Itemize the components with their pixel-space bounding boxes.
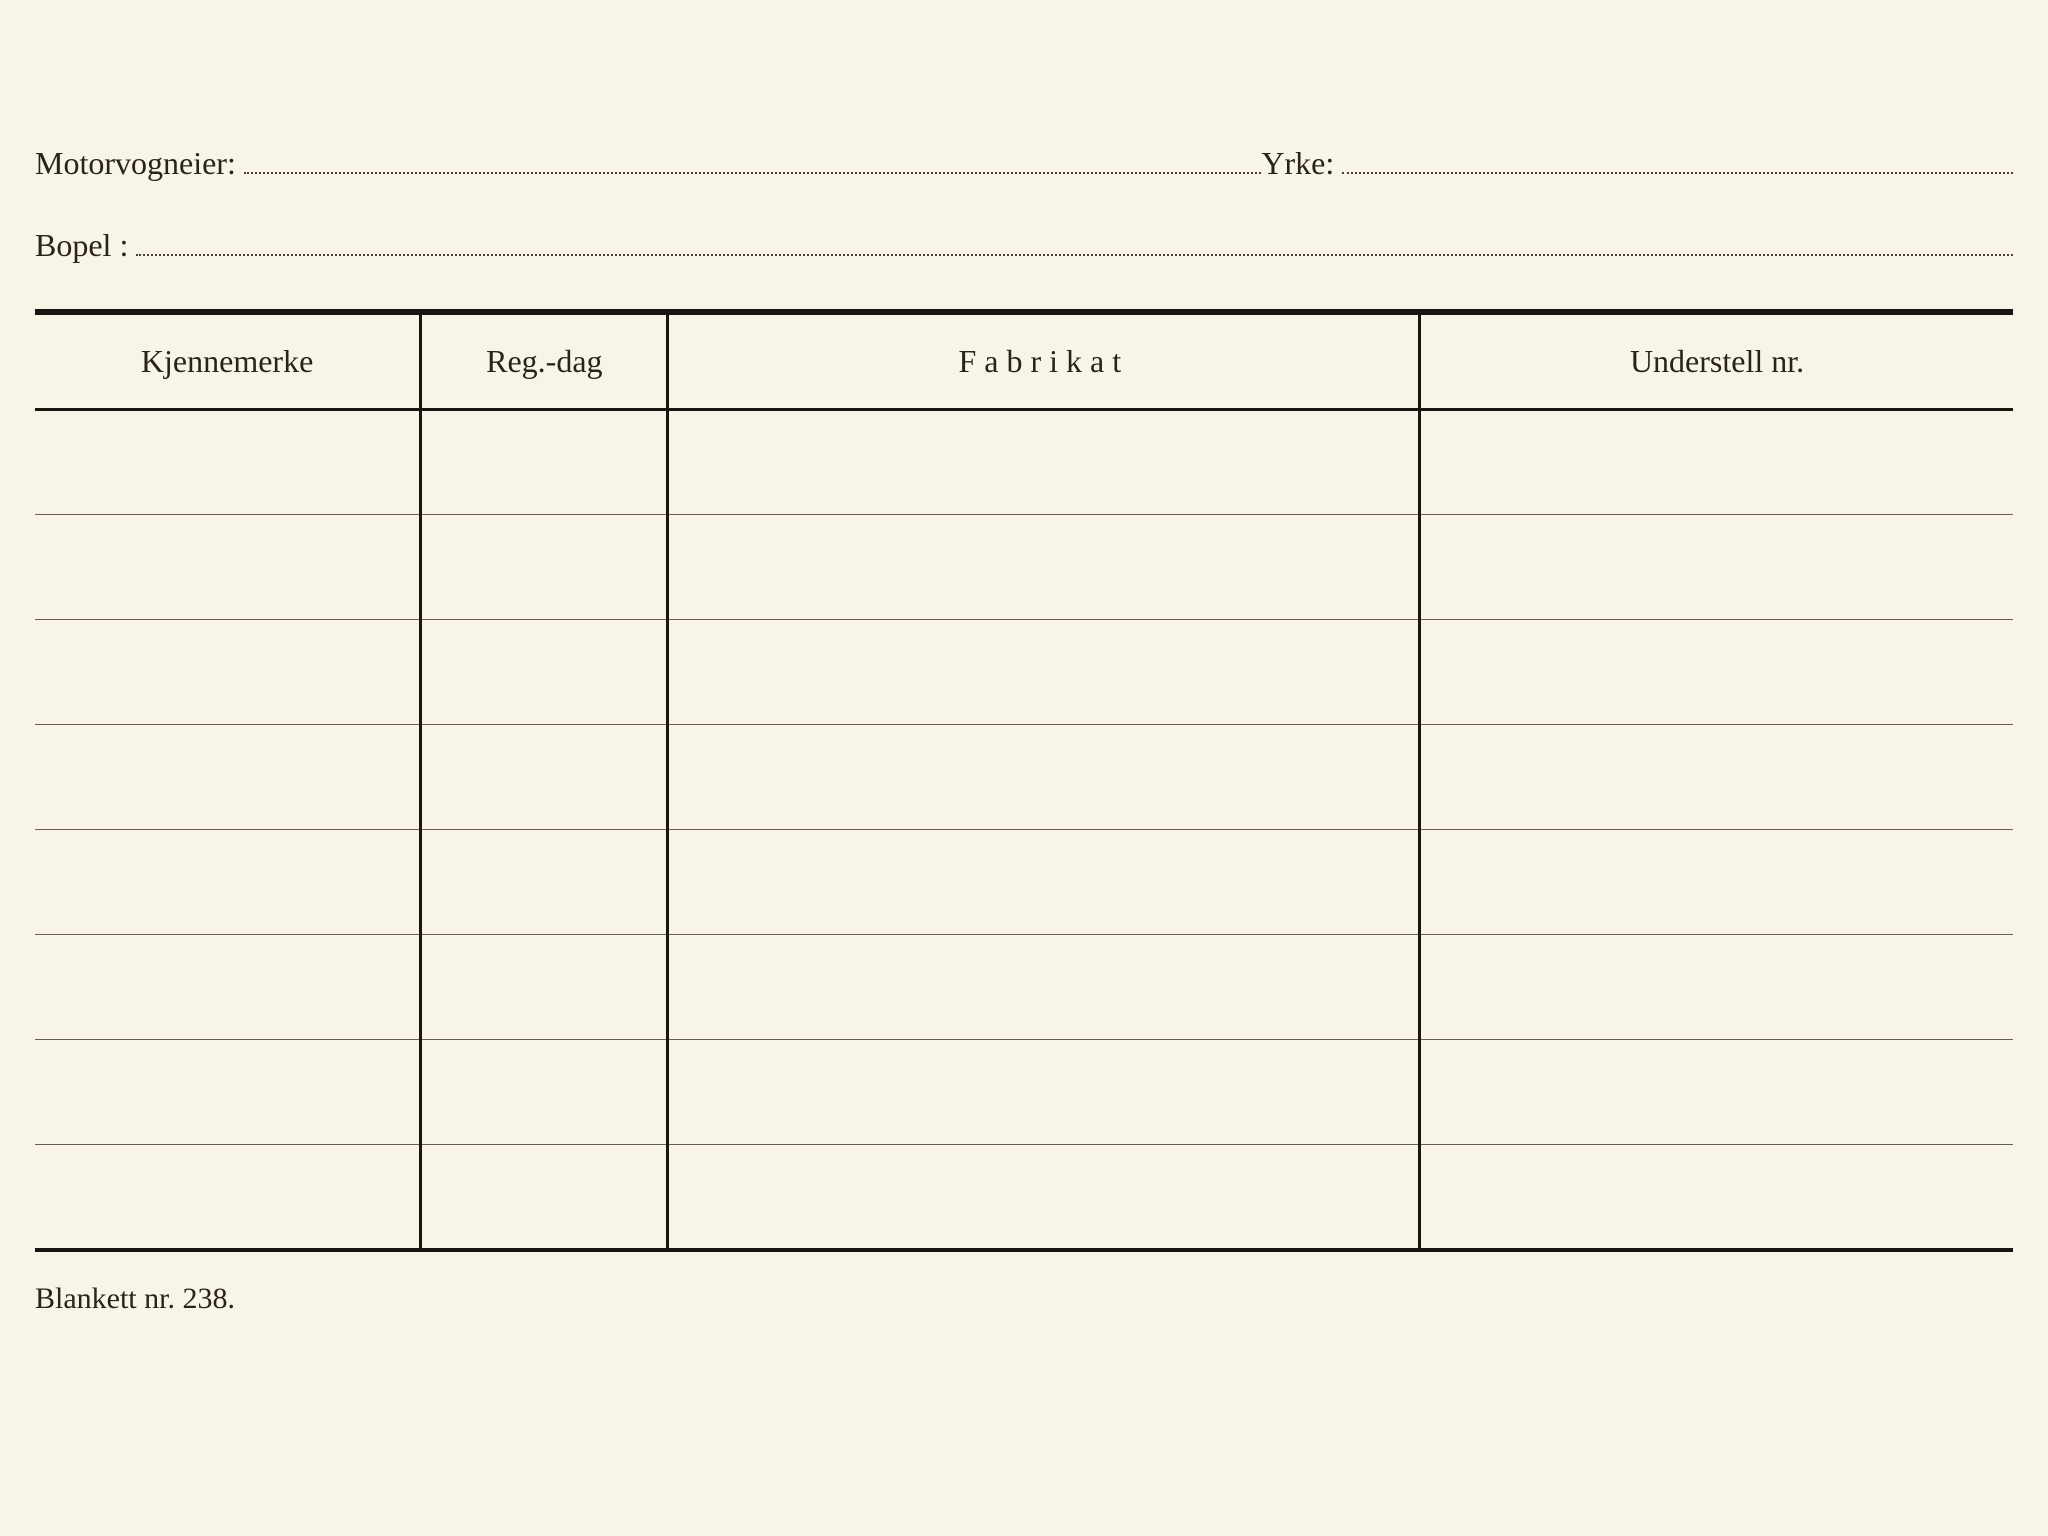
cell-kjennemerke[interactable] xyxy=(35,1145,421,1250)
line-motorvogneier[interactable] xyxy=(244,158,1262,174)
table-row xyxy=(35,515,2013,620)
table-row xyxy=(35,1145,2013,1250)
cell-understell[interactable] xyxy=(1420,515,2013,620)
cell-kjennemerke[interactable] xyxy=(35,935,421,1040)
line-bopel[interactable] xyxy=(136,240,2013,256)
cell-kjennemerke[interactable] xyxy=(35,725,421,830)
label-yrke: Yrke: xyxy=(1261,145,1334,182)
cell-fabrikat[interactable] xyxy=(668,725,1420,830)
cell-kjennemerke[interactable] xyxy=(35,410,421,515)
field-row-2: Bopel : xyxy=(35,227,2013,264)
col-header-fabrikat: Fabrikat xyxy=(668,312,1420,410)
form-card: Motorvogneier: Yrke: Bopel : Kjennemerke… xyxy=(35,145,2013,1536)
col-header-understell: Understell nr. xyxy=(1420,312,2013,410)
cell-fabrikat[interactable] xyxy=(668,515,1420,620)
cell-fabrikat[interactable] xyxy=(668,935,1420,1040)
cell-understell[interactable] xyxy=(1420,620,2013,725)
cell-understell[interactable] xyxy=(1420,410,2013,515)
table-row xyxy=(35,410,2013,515)
table-row xyxy=(35,935,2013,1040)
cell-kjennemerke[interactable] xyxy=(35,515,421,620)
cell-regdag[interactable] xyxy=(421,830,668,935)
registration-table: Kjennemerke Reg.-dag Fabrikat Understell… xyxy=(35,309,2013,1252)
cell-fabrikat[interactable] xyxy=(668,830,1420,935)
cell-understell[interactable] xyxy=(1420,830,2013,935)
cell-regdag[interactable] xyxy=(421,1040,668,1145)
cell-fabrikat[interactable] xyxy=(668,620,1420,725)
table-row xyxy=(35,1040,2013,1145)
cell-kjennemerke[interactable] xyxy=(35,1040,421,1145)
cell-regdag[interactable] xyxy=(421,620,668,725)
cell-understell[interactable] xyxy=(1420,1040,2013,1145)
field-row-1: Motorvogneier: Yrke: xyxy=(35,145,2013,182)
col-header-kjennemerke: Kjennemerke xyxy=(35,312,421,410)
top-fields: Motorvogneier: Yrke: Bopel : xyxy=(35,145,2013,264)
cell-regdag[interactable] xyxy=(421,1145,668,1250)
table-row xyxy=(35,830,2013,935)
cell-understell[interactable] xyxy=(1420,1145,2013,1250)
cell-fabrikat[interactable] xyxy=(668,1145,1420,1250)
table-body xyxy=(35,410,2013,1250)
cell-kjennemerke[interactable] xyxy=(35,830,421,935)
table-row xyxy=(35,725,2013,830)
table-row xyxy=(35,620,2013,725)
cell-fabrikat[interactable] xyxy=(668,410,1420,515)
col-header-regdag: Reg.-dag xyxy=(421,312,668,410)
cell-kjennemerke[interactable] xyxy=(35,620,421,725)
cell-understell[interactable] xyxy=(1420,725,2013,830)
cell-regdag[interactable] xyxy=(421,410,668,515)
cell-understell[interactable] xyxy=(1420,935,2013,1040)
cell-regdag[interactable] xyxy=(421,515,668,620)
field-yrke: Yrke: xyxy=(1261,145,2013,182)
field-motorvogneier: Motorvogneier: xyxy=(35,145,1261,182)
cell-regdag[interactable] xyxy=(421,725,668,830)
label-bopel: Bopel : xyxy=(35,227,128,264)
label-motorvogneier: Motorvogneier: xyxy=(35,145,236,182)
form-number: Blankett nr. 238. xyxy=(35,1282,2013,1316)
cell-regdag[interactable] xyxy=(421,935,668,1040)
table-header-row: Kjennemerke Reg.-dag Fabrikat Understell… xyxy=(35,312,2013,410)
line-yrke[interactable] xyxy=(1342,158,2013,174)
cell-fabrikat[interactable] xyxy=(668,1040,1420,1145)
